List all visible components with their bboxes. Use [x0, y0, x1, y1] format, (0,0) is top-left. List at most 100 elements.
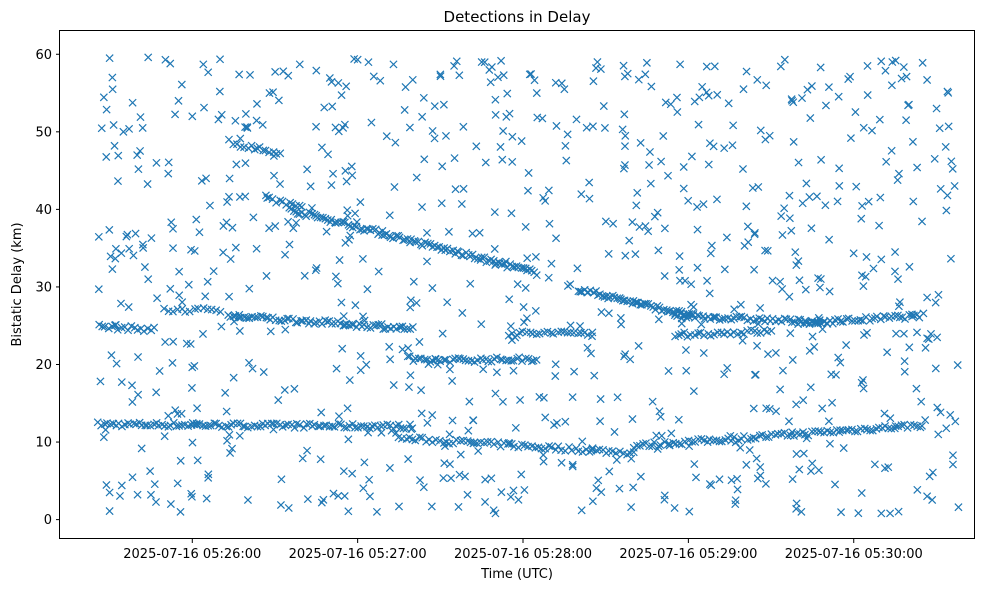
data-point: [412, 298, 421, 308]
data-point: [521, 354, 530, 363]
data-point: [857, 214, 866, 223]
data-point: [136, 113, 145, 122]
data-point: [439, 100, 448, 109]
data-point: [276, 196, 285, 205]
data-point: [739, 85, 748, 94]
data-point: [858, 201, 867, 210]
data-point: [509, 486, 518, 495]
data-point: [281, 421, 290, 430]
data-point: [520, 485, 529, 495]
data-point: [428, 284, 437, 293]
data-point: [491, 95, 500, 104]
data-point: [281, 325, 290, 334]
data-point: [802, 434, 811, 443]
data-point: [588, 122, 597, 131]
data-point: [788, 428, 797, 437]
data-point: [844, 425, 853, 434]
data-point: [342, 319, 351, 328]
data-point: [762, 404, 771, 413]
data-point: [785, 191, 794, 200]
data-point: [541, 196, 550, 205]
data-point: [168, 244, 178, 253]
data-point: [707, 241, 716, 250]
data-point: [151, 498, 161, 507]
data-point: [214, 115, 223, 124]
data-point: [886, 509, 895, 518]
data-point: [742, 67, 751, 76]
data-point: [299, 423, 308, 432]
data-point: [693, 202, 702, 211]
data-point: [228, 223, 237, 232]
data-point: [415, 337, 424, 346]
data-point: [696, 328, 705, 337]
chart-title: Detections in Delay: [444, 8, 591, 26]
data-point: [359, 422, 368, 431]
data-point: [549, 329, 558, 338]
data-point: [552, 418, 561, 427]
data-point: [232, 160, 241, 169]
data-point: [884, 463, 893, 472]
data-point: [184, 280, 193, 289]
data-point: [333, 279, 342, 288]
data-point: [319, 495, 328, 504]
data-point: [552, 234, 561, 243]
data-point: [192, 419, 201, 428]
data-point: [560, 85, 569, 94]
data-point: [667, 429, 676, 438]
data-point: [325, 73, 334, 83]
data-point: [731, 496, 740, 505]
data-point: [859, 384, 868, 393]
data-point: [750, 230, 759, 239]
data-point: [491, 389, 500, 398]
data-point: [674, 415, 683, 424]
data-point: [751, 370, 760, 379]
data-point: [557, 327, 566, 336]
data-point: [430, 102, 439, 111]
data-point: [335, 256, 344, 265]
data-point: [644, 227, 653, 236]
data-point: [504, 438, 513, 447]
data-point: [921, 343, 930, 352]
data-point: [814, 466, 823, 475]
data-point: [541, 444, 550, 453]
data-point: [219, 221, 228, 230]
data-point: [654, 315, 663, 324]
data-point: [886, 414, 895, 423]
data-point: [808, 332, 817, 341]
data-point: [164, 169, 173, 178]
data-point: [785, 214, 794, 223]
data-point: [168, 358, 177, 367]
data-point: [128, 397, 137, 407]
data-point: [441, 131, 450, 140]
data-point: [632, 201, 641, 210]
data-point: [645, 442, 654, 451]
data-point: [565, 442, 574, 452]
data-point: [648, 442, 657, 451]
data-point: [411, 436, 420, 445]
data-point: [405, 123, 414, 132]
data-point: [877, 255, 886, 264]
data-point: [891, 311, 900, 320]
data-point: [557, 458, 566, 467]
data-point: [499, 126, 508, 136]
data-point: [498, 155, 507, 164]
data-point: [168, 224, 178, 233]
data-point: [876, 193, 885, 202]
data-point: [913, 163, 922, 172]
data-point: [837, 508, 846, 517]
data-point: [351, 301, 360, 310]
data-point: [753, 341, 762, 350]
data-point: [97, 124, 106, 133]
data-point: [285, 240, 294, 249]
data-point: [443, 298, 452, 307]
data-point: [679, 184, 688, 193]
data-point: [332, 364, 341, 373]
data-point: [778, 285, 787, 294]
data-point: [160, 432, 169, 441]
data-point: [136, 146, 145, 155]
data-point: [468, 250, 477, 259]
data-point: [508, 329, 517, 338]
data-point: [401, 83, 410, 92]
data-point: [404, 344, 413, 353]
data-point: [463, 437, 472, 446]
